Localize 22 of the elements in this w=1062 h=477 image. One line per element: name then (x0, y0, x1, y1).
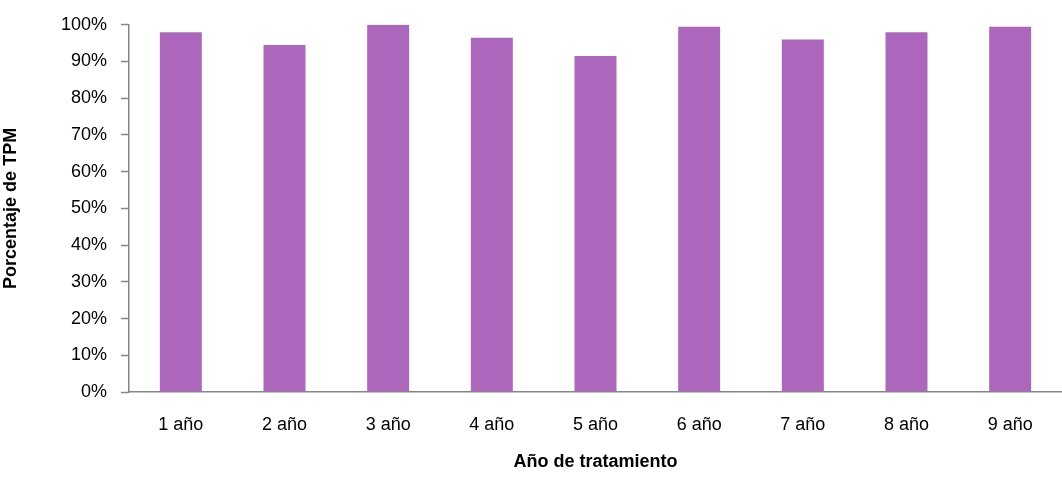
y-tick-label: 50% (70, 197, 107, 218)
y-tick-label: 30% (70, 270, 107, 291)
y-tick-label: 10% (70, 344, 107, 365)
y-axis-title: Porcentaje de TPM (0, 127, 20, 289)
x-tick-label: 6 año (676, 413, 722, 434)
x-tick-label: 3 año (365, 413, 411, 434)
x-tick-label: 1 año (158, 413, 204, 434)
x-axis-title: Año de tratamiento (513, 451, 678, 472)
x-tick-label: 9 año (987, 413, 1033, 434)
y-tick-label: 90% (70, 50, 107, 71)
y-tick-label: 20% (70, 307, 107, 328)
y-tick-label: 60% (70, 160, 107, 181)
y-tick-label: 70% (70, 123, 107, 144)
x-tick-label: 4 año (469, 413, 515, 434)
x-tick-label: 5 año (572, 413, 619, 434)
x-tick-label: 7 año (780, 413, 826, 434)
y-tick-label: 100% (60, 13, 107, 34)
y-tick-label: 80% (70, 87, 107, 108)
x-tick-label: 8 año (883, 413, 930, 434)
y-tick-label: 40% (70, 234, 107, 255)
x-tick-label: 2 año (261, 413, 308, 434)
y-tick-label: 0% (80, 380, 107, 401)
